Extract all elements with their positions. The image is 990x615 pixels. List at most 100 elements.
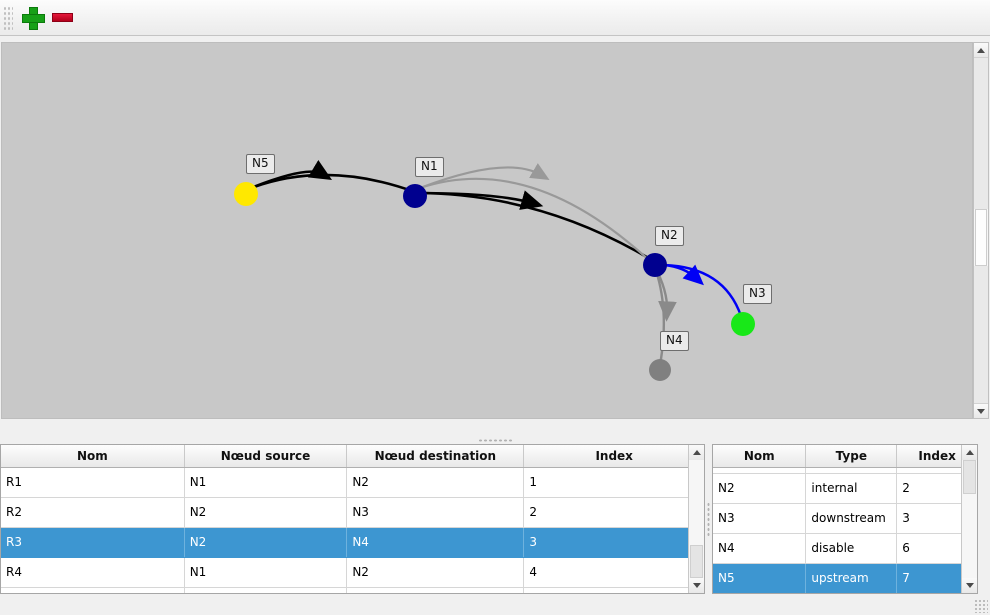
cell-empty (346, 587, 525, 593)
cell-nom[interactable]: R3 (1, 527, 185, 558)
routes-table-scrollbar-thumb[interactable] (690, 545, 703, 578)
cell-nom[interactable]: R1 (1, 467, 185, 498)
graph-edge-arrow-n2-n3 (663, 263, 704, 286)
graph-panel: N5 N1 N2 N3 N4 (0, 37, 990, 476)
add-button[interactable] (17, 3, 47, 33)
table-row-selected[interactable]: N5 upstream 7 (713, 563, 977, 593)
nodes-table-scrollbar[interactable] (961, 445, 977, 593)
tables-area: Nom Nœud source Nœud destination Index R… (0, 444, 990, 615)
column-header-index[interactable]: Index (523, 445, 704, 468)
table-row[interactable]: R4 N1 N2 4 (1, 557, 704, 588)
graph-node-n2[interactable] (643, 253, 667, 277)
table-row[interactable]: N2 internal 2 (713, 473, 977, 504)
scrollbar-track-above[interactable] (974, 58, 988, 209)
resize-grip-icon[interactable] (974, 599, 988, 613)
graph-svg (234, 159, 755, 381)
graph-edge-n2-n3[interactable] (663, 263, 743, 317)
table-header-row: Nom Type Index (713, 445, 977, 468)
graph-node-n1[interactable] (403, 184, 427, 208)
graph-edge-n1-n2-gray[interactable] (419, 177, 653, 264)
routes-table-scrollbar[interactable] (688, 445, 704, 593)
cell-destination[interactable]: N2 (346, 557, 525, 588)
remove-button[interactable] (47, 3, 77, 33)
cell-type[interactable]: disable (805, 533, 898, 564)
graph-node-label-n2[interactable]: N2 (655, 226, 684, 246)
cell-type[interactable]: upstream (805, 563, 898, 593)
cell-index[interactable]: 2 (523, 497, 704, 528)
column-header-type[interactable]: Type (805, 445, 898, 468)
routes-table-panel: Nom Nœud source Nœud destination Index R… (0, 444, 705, 594)
column-header-nom[interactable]: Nom (713, 445, 807, 468)
cell-nom[interactable]: N3 (713, 503, 807, 534)
nodes-table[interactable]: Nom Type Index N2 internal 2 (713, 445, 977, 593)
table-row-partial[interactable] (713, 467, 977, 474)
table-row[interactable]: N3 downstream 3 (713, 503, 977, 534)
table-row-partial[interactable] (1, 587, 704, 593)
cell-nom[interactable]: R4 (1, 557, 185, 588)
scroll-down-arrow-icon[interactable] (974, 403, 988, 418)
cell-index[interactable]: 3 (523, 527, 704, 558)
vertical-splitter[interactable] (705, 444, 712, 594)
graph-node-label-n4[interactable]: N4 (660, 331, 689, 351)
scroll-down-arrow-icon[interactable] (962, 578, 977, 593)
graph-node-label-n1[interactable]: N1 (415, 157, 444, 177)
table-row[interactable]: R2 N2 N3 2 (1, 497, 704, 528)
scrollbar-track-below[interactable] (974, 266, 988, 404)
cell-type[interactable]: internal (805, 473, 898, 504)
graph-edge-arrow-n1-n2-gray (419, 163, 550, 190)
graph-node-label-n3[interactable]: N3 (743, 284, 772, 304)
cell-empty (523, 587, 704, 593)
cell-nom[interactable]: N4 (713, 533, 807, 564)
graph-vertical-scrollbar[interactable] (973, 42, 989, 419)
cell-nom[interactable]: N5 (713, 563, 807, 593)
graph-edge-n1-n2-black[interactable] (414, 191, 656, 264)
cell-empty (184, 587, 348, 593)
graph-edge-n5-n1[interactable] (245, 173, 416, 194)
cell-destination[interactable]: N3 (346, 497, 525, 528)
graph-node-n4[interactable] (649, 359, 671, 381)
minus-icon (51, 13, 73, 22)
scroll-up-arrow-icon[interactable] (974, 43, 988, 58)
column-header-source[interactable]: Nœud source (184, 445, 348, 468)
scroll-up-arrow-icon[interactable] (689, 445, 704, 460)
column-header-destination[interactable]: Nœud destination (346, 445, 525, 468)
table-header-row: Nom Nœud source Nœud destination Index (1, 445, 704, 468)
graph-vertical-scrollbar-thumb[interactable] (975, 209, 987, 266)
cell-source[interactable]: N1 (184, 467, 348, 498)
vertical-splitter-grip-icon (707, 502, 710, 536)
toolbar-grip-icon[interactable] (3, 5, 13, 30)
cell-nom[interactable]: N2 (713, 473, 807, 504)
cell-empty (896, 467, 977, 474)
column-header-index[interactable]: Index (896, 445, 977, 468)
cell-source[interactable]: N1 (184, 557, 348, 588)
cell-empty (713, 467, 807, 474)
cell-empty (805, 467, 898, 474)
graph-node-n5[interactable] (234, 182, 258, 206)
cell-empty (1, 587, 185, 593)
nodes-table-panel: Nom Type Index N2 internal 2 (712, 444, 978, 594)
cell-source[interactable]: N2 (184, 527, 348, 558)
cell-nom[interactable]: R2 (1, 497, 185, 528)
plus-icon (21, 7, 45, 30)
cell-type[interactable]: downstream (805, 503, 898, 534)
table-row[interactable]: N4 disable 6 (713, 533, 977, 564)
graph-canvas[interactable]: N5 N1 N2 N3 N4 (1, 42, 973, 419)
cell-destination[interactable]: N4 (346, 527, 525, 558)
nodes-table-scrollbar-thumb[interactable] (963, 460, 976, 494)
graph-node-label-n5[interactable]: N5 (246, 154, 275, 174)
horizontal-splitter[interactable] (0, 437, 990, 444)
table-row[interactable]: R1 N1 N2 1 (1, 467, 704, 498)
cell-index[interactable]: 1 (523, 467, 704, 498)
main-toolbar (0, 0, 990, 36)
cell-index[interactable]: 4 (523, 557, 704, 588)
graph-edge-arrow-n1-n2-black (414, 190, 544, 210)
column-header-nom[interactable]: Nom (1, 445, 185, 468)
scroll-up-arrow-icon[interactable] (962, 445, 977, 460)
routes-table[interactable]: Nom Nœud source Nœud destination Index R… (1, 445, 704, 593)
table-row-selected[interactable]: R3 N2 N4 3 (1, 527, 704, 558)
cell-destination[interactable]: N2 (346, 467, 525, 498)
scroll-down-arrow-icon[interactable] (689, 578, 704, 593)
graph-node-n3[interactable] (731, 312, 755, 336)
cell-source[interactable]: N2 (184, 497, 348, 528)
